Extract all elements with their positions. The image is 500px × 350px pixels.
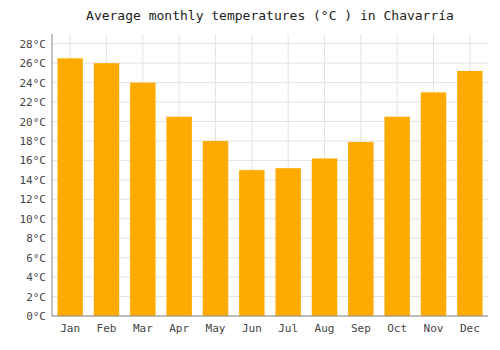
y-tick-label: 4°C: [26, 271, 46, 284]
chart-container: Average monthly temperatures (°C ) in Ch…: [0, 0, 500, 350]
y-tick-label: 16°C: [20, 154, 47, 167]
bar: [384, 117, 409, 316]
y-tick-label: 26°C: [20, 57, 47, 70]
bar: [94, 63, 119, 316]
y-tick-label: 28°C: [20, 38, 47, 51]
x-tick-label: Jan: [60, 322, 80, 335]
bar: [203, 141, 228, 316]
y-grid-line: [52, 316, 488, 317]
y-tick-label: 2°C: [26, 291, 46, 304]
y-grid-line: [52, 43, 488, 44]
y-tick-label: 24°C: [20, 77, 47, 90]
bar: [312, 158, 337, 316]
chart-title: Average monthly temperatures (°C ) in Ch…: [86, 8, 454, 23]
y-tick-label: 8°C: [26, 232, 46, 245]
x-tick-label: Aug: [315, 322, 335, 335]
y-tick-label: 10°C: [20, 213, 47, 226]
y-tick-label: 22°C: [20, 96, 47, 109]
x-tick-label: Feb: [97, 322, 117, 335]
y-tick-label: 6°C: [26, 252, 46, 265]
x-tick-label: Mar: [133, 322, 153, 335]
x-tick-label: Jul: [278, 322, 298, 335]
y-tick-label: 0°C: [26, 310, 46, 323]
x-tick-label: Dec: [460, 322, 480, 335]
bar: [275, 168, 300, 316]
bar: [239, 170, 264, 316]
y-axis-line: [52, 34, 53, 316]
bar: [57, 58, 82, 316]
chart-svg: Average monthly temperatures (°C ) in Ch…: [0, 0, 500, 350]
x-tick-label: May: [206, 322, 226, 335]
x-axis-line: [52, 316, 488, 317]
x-tick-label: Apr: [169, 322, 189, 335]
x-tick-label: Nov: [424, 322, 444, 335]
x-tick-label: Sep: [351, 322, 371, 335]
x-tick-label: Oct: [387, 322, 407, 335]
grid: [52, 34, 488, 316]
y-tick-label: 12°C: [20, 193, 47, 206]
bar: [421, 92, 446, 316]
bar: [348, 142, 373, 316]
y-tick-label: 14°C: [20, 174, 47, 187]
bar: [130, 83, 155, 316]
bar: [166, 117, 191, 316]
bars: [57, 58, 482, 316]
bar: [457, 71, 482, 316]
y-tick-label: 20°C: [20, 116, 47, 129]
x-tick-label: Jun: [242, 322, 262, 335]
y-tick-label: 18°C: [20, 135, 47, 148]
